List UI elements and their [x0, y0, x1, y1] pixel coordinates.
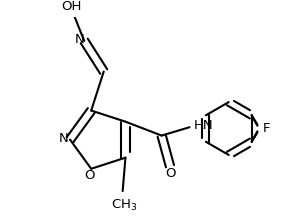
Text: HN: HN — [194, 119, 213, 132]
Text: N: N — [74, 33, 84, 46]
Text: F: F — [263, 122, 271, 135]
Text: CH$_3$: CH$_3$ — [111, 198, 137, 213]
Text: OH: OH — [62, 0, 82, 13]
Text: N: N — [59, 132, 69, 145]
Text: O: O — [165, 167, 176, 180]
Text: O: O — [85, 169, 95, 182]
